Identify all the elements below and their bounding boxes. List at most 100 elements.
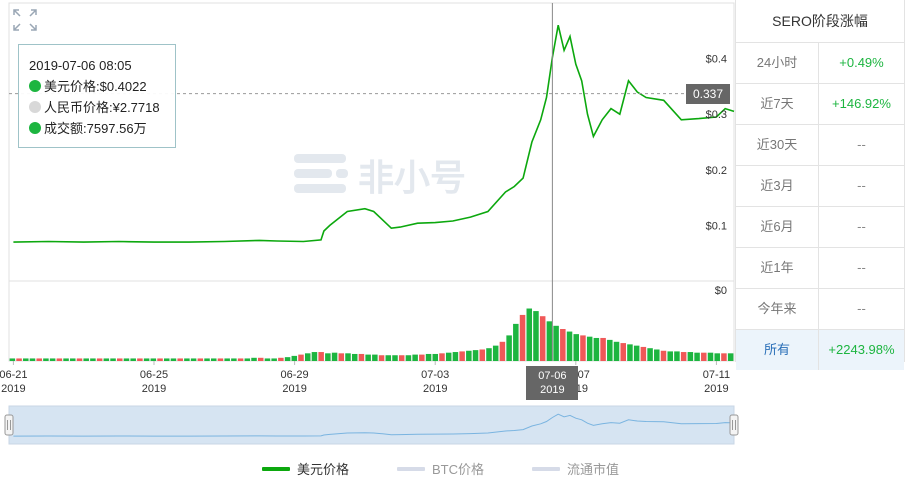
volume-bar: [405, 355, 412, 361]
volume-bar: [459, 351, 465, 361]
volume-bar: [29, 358, 36, 361]
tooltip-usd-price: 美元价格:$0.4022: [44, 79, 147, 94]
navigator-handle: [4, 414, 14, 436]
x-tick-year: 2019: [704, 383, 728, 395]
volume-bar: [539, 316, 546, 361]
volume-bar: [231, 358, 237, 361]
volume-bar: [526, 308, 533, 361]
crosshair-year: 2019: [540, 384, 565, 396]
volume-bar: [16, 358, 22, 361]
volume-bar: [573, 334, 580, 361]
volume-bar: [412, 354, 418, 361]
volume-bar: [103, 358, 110, 361]
volume-bar: [398, 355, 405, 361]
period-label: 24小时: [736, 43, 819, 83]
volume-bar: [56, 358, 63, 361]
crosshair-price-label: 0.337: [686, 83, 730, 104]
volume-bar: [284, 357, 291, 361]
x-tick-year: 2019: [282, 383, 306, 395]
volume-bar: [204, 358, 210, 361]
x-tick-label: 06-21: [0, 369, 27, 381]
volume-bar: [157, 358, 163, 361]
volume-bar: [237, 358, 244, 361]
volume-bar: [76, 358, 83, 361]
volume-dot-icon: [29, 122, 41, 134]
legend-item-btc-price[interactable]: BTC价格: [397, 459, 484, 478]
volume-bar: [278, 357, 284, 361]
table-row[interactable]: 近30天 --: [736, 125, 904, 166]
y-tick-label: $0.4: [706, 54, 727, 66]
volume-bar: [358, 353, 365, 361]
volume-bar: [694, 352, 700, 361]
volume-bar: [714, 353, 720, 361]
table-row[interactable]: 近1年 --: [736, 248, 904, 289]
volume-bar: [533, 311, 539, 361]
volume-bar: [378, 355, 385, 361]
volume-bar: [217, 358, 224, 361]
navigator[interactable]: [4, 405, 739, 445]
table-row[interactable]: 24小时 +0.49%: [736, 43, 904, 84]
volume-bar: [727, 353, 734, 361]
period-label: 近1年: [736, 248, 819, 288]
volume-bar: [687, 352, 694, 361]
volume-bar: [123, 358, 130, 361]
navigator-range: [8, 405, 735, 445]
period-change: --: [857, 137, 866, 152]
legend-label: 美元价格: [297, 462, 350, 477]
chart-legend: 美元价格 BTC价格 流通市值: [262, 459, 667, 478]
volume-bar: [385, 355, 392, 361]
table-row[interactable]: 今年来 --: [736, 289, 904, 330]
tooltip-volume: 成交额:7597.56万: [44, 121, 147, 136]
volume-bar: [351, 353, 358, 361]
volume-bar: [580, 335, 586, 361]
volume-bar: [701, 352, 707, 361]
volume-bar: [613, 341, 620, 361]
volume-bar: [553, 325, 559, 361]
volume-bar: [439, 353, 445, 361]
volume-bar: [43, 358, 49, 361]
expand-icon[interactable]: [12, 8, 38, 32]
volume-bar: [506, 335, 512, 361]
volume-bar: [345, 353, 351, 361]
watermark-logo: 非小号: [294, 154, 466, 199]
volume-bar: [338, 353, 345, 361]
legend-item-usd-price[interactable]: 美元价格: [262, 459, 349, 478]
volume-bar: [513, 323, 519, 361]
volume-bar: [674, 351, 680, 361]
table-row[interactable]: 近7天 +146.92%: [736, 84, 904, 125]
volume-bar: [627, 344, 633, 361]
volume-bar: [190, 358, 197, 361]
table-row[interactable]: 近6月 --: [736, 207, 904, 248]
crosshair: [9, 3, 686, 361]
volume-bar: [304, 353, 311, 361]
volume-bar: [600, 337, 606, 361]
volume-bar: [251, 357, 257, 361]
table-row[interactable]: 近3月 --: [736, 166, 904, 207]
legend-item-market-cap[interactable]: 流通市值: [532, 459, 619, 478]
volume-bar: [271, 358, 277, 361]
volume-bar: [63, 358, 69, 361]
volume-bar: [660, 350, 667, 361]
table-row-selected[interactable]: 所有 +2243.98%: [736, 330, 904, 370]
volume-bar: [49, 358, 56, 361]
volume-bar: [479, 349, 486, 361]
volume-bar: [257, 357, 264, 361]
volume-bar: [83, 358, 89, 361]
volume-bar: [291, 355, 298, 361]
volume-bar: [163, 358, 170, 361]
period-label: 近6月: [736, 207, 819, 247]
table-title: SERO阶段涨幅: [736, 0, 904, 43]
volume-bar: [392, 355, 398, 361]
x-tick-label: 07-03: [421, 369, 449, 381]
price-line-layer: [13, 25, 735, 243]
volume-bar: [264, 358, 271, 361]
volume-bar: [586, 336, 593, 361]
volume-bar: [566, 331, 573, 361]
legend-swatch: [397, 466, 426, 471]
volume-bar: [620, 343, 626, 361]
volume-bar: [365, 354, 371, 361]
data-tooltip: 2019-07-06 08:05 美元价格:$0.4022 人民币价格:¥2.7…: [18, 44, 176, 148]
volume-bar: [560, 329, 566, 361]
period-change: +146.92%: [832, 96, 891, 111]
